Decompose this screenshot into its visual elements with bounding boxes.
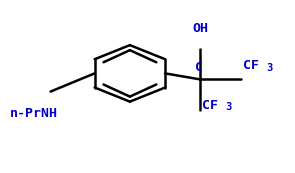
Text: CF: CF <box>202 98 218 112</box>
Text: 3: 3 <box>225 102 232 112</box>
Text: CF: CF <box>243 58 259 72</box>
Text: C: C <box>195 61 203 74</box>
Text: OH: OH <box>192 22 208 35</box>
Text: 3: 3 <box>266 63 273 74</box>
Text: n-PrNH: n-PrNH <box>9 107 58 120</box>
